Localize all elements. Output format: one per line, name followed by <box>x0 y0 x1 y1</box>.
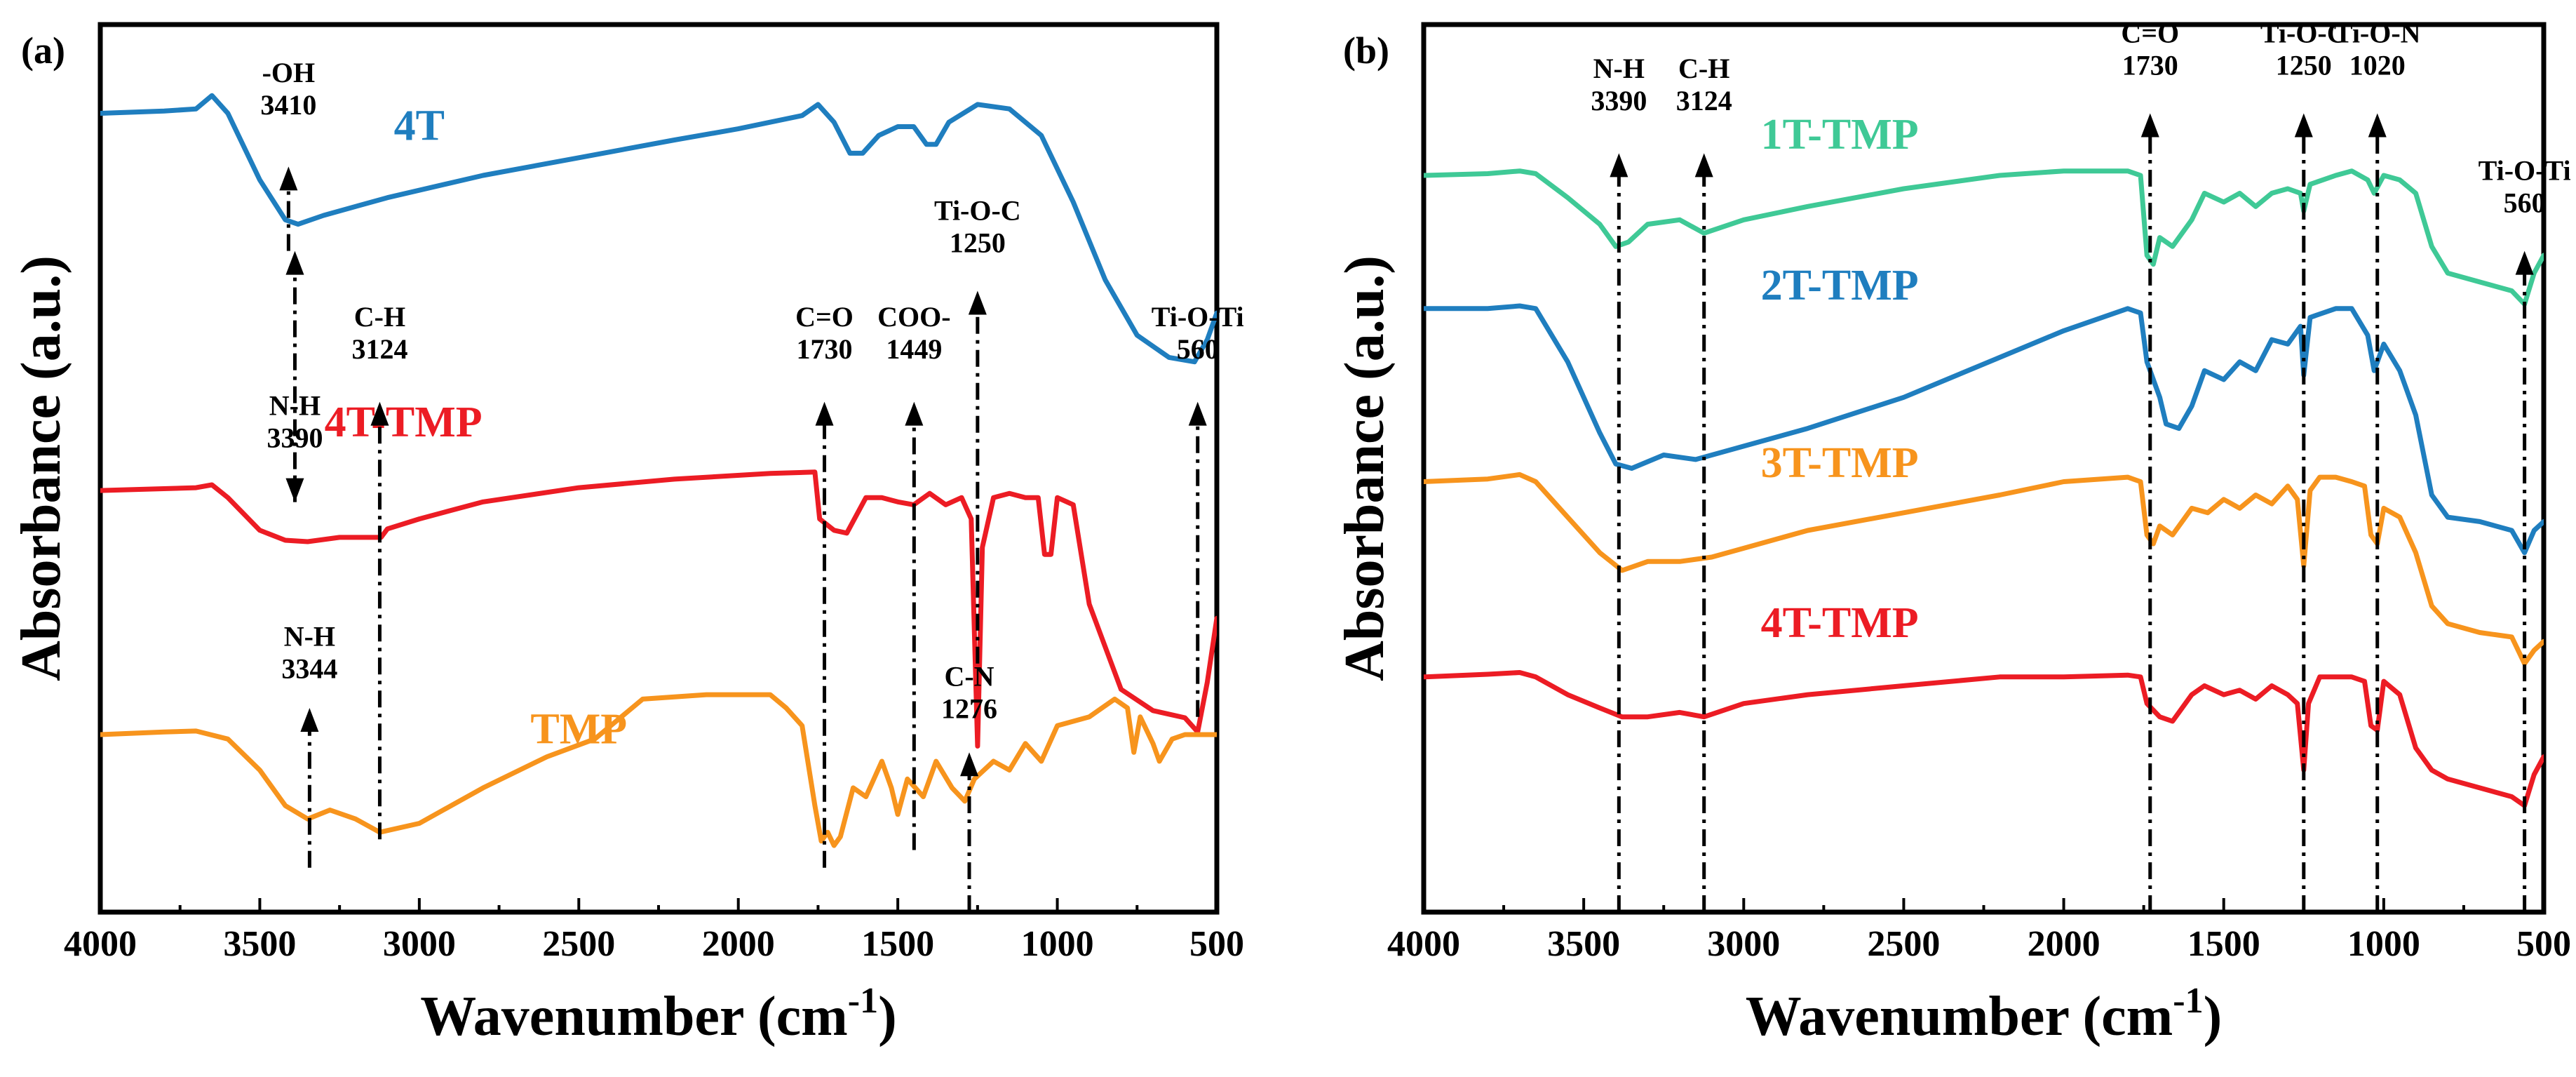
y-axis-label: Absorbance (a.u.) <box>11 255 72 681</box>
peak-group-label: C=O <box>795 301 854 333</box>
peak-group-label: C-H <box>1678 53 1729 84</box>
arrow-head <box>285 478 304 502</box>
peak-group-label: N-H <box>269 390 321 422</box>
panel-label: (b) <box>1343 29 1389 72</box>
peak-wavenumber-label: 1730 <box>797 333 853 365</box>
peak-group-label: Ti-O-N <box>2334 17 2421 48</box>
spectrum-3t-tmp <box>1424 471 2544 667</box>
peak-group-label: N-H <box>284 621 335 653</box>
arrow-head <box>300 708 319 733</box>
spectrum-4t-tmp <box>100 469 1217 749</box>
panel-a: (a) 4000 3500 3000 2500 2000 1500 1000 500 Wavenu… <box>11 22 1244 1048</box>
x-tick-label: 2500 <box>1867 924 1940 964</box>
peak-wavenumber-label: 1250 <box>950 227 1006 258</box>
x-tick-label: 500 <box>1189 924 1244 964</box>
arrow-head <box>1188 401 1207 426</box>
spectrum-tmp <box>100 692 1217 848</box>
peak-wavenumber-label: 3390 <box>267 422 323 454</box>
peak-group-label: Ti-O-Ti <box>2479 154 2571 186</box>
series-label-4t-tmp: 4T-TMP <box>1761 599 1919 647</box>
arrow-head <box>968 290 987 315</box>
arrow-head <box>279 166 298 191</box>
peak-wavenumber-label: 3124 <box>351 333 407 365</box>
peak-wavenumber-label: 3410 <box>260 89 316 121</box>
spectra <box>1424 168 2544 808</box>
peak-group-label: N-H <box>1593 53 1645 84</box>
y-axis-label: Absorbance (a.u.) <box>1334 255 1396 681</box>
peak-group-label: -OH <box>262 57 316 88</box>
spectrum-4t <box>100 93 1217 365</box>
spectra <box>100 93 1217 848</box>
series-label-tmp: TMP <box>530 706 627 754</box>
peak-group-label: Ti-O-C <box>2260 17 2347 48</box>
x-tick-label: 3500 <box>1547 924 1620 964</box>
x-tick-label: 4000 <box>1387 924 1460 964</box>
panel-b: (b) 4000 3500 3000 2500 2000 1500 1000 500 Wavenu… <box>1334 17 2571 1048</box>
spectrum-1t-tmp <box>1424 168 2544 307</box>
x-axis-label: Wavenumber (cm-1) <box>420 981 897 1048</box>
arrow-head <box>285 250 304 275</box>
x-tick-label: 1500 <box>861 924 934 964</box>
peak-wavenumber-label: 560 <box>2504 187 2546 218</box>
arrow-head <box>370 401 389 426</box>
peak-wavenumber-label: 1730 <box>2122 49 2178 81</box>
arrow-head <box>905 401 924 426</box>
x-tick-label: 4000 <box>64 924 137 964</box>
x-tick-label: 500 <box>2516 924 2571 964</box>
series-label-2t-tmp: 2T-TMP <box>1761 262 1919 309</box>
x-tick-label: 2000 <box>2028 924 2100 964</box>
peak-wavenumber-label: 3124 <box>1676 85 1732 116</box>
x-tick-label: 1000 <box>2347 924 2420 964</box>
arrow-head <box>815 401 834 426</box>
arrow-head <box>2294 113 2313 138</box>
x-tick-label: 1000 <box>1021 924 1094 964</box>
peak-wavenumber-label: 3344 <box>281 653 337 685</box>
arrow-head <box>2515 250 2534 275</box>
series-label-3t-tmp: 3T-TMP <box>1761 439 1919 487</box>
x-tick-label: 2000 <box>702 924 775 964</box>
peak-group-label: C=O <box>2121 17 2179 48</box>
panel-label: (a) <box>21 29 65 72</box>
x-tick-label: 1500 <box>2187 924 2260 964</box>
peak-group-label: COO- <box>877 301 950 333</box>
arrow-head <box>2368 113 2387 138</box>
arrow-head <box>2140 113 2159 138</box>
x-tick-label: 3000 <box>383 924 456 964</box>
peak-wavenumber-label: 560 <box>1177 333 1219 365</box>
peak-wavenumber-label: 1276 <box>941 693 997 724</box>
peak-group-label: C-H <box>354 301 405 333</box>
arrow-head <box>960 752 979 777</box>
x-tick-label: 3500 <box>223 924 296 964</box>
series-label-4t-tmp: 4T-TMP <box>325 399 483 446</box>
series-label-4t: 4T <box>394 102 445 149</box>
x-tick-label: 3000 <box>1707 924 1780 964</box>
arrow-head <box>1694 153 1713 178</box>
peak-group-label: Ti-O-C <box>934 194 1021 226</box>
peak-group-label: Ti-O-Ti <box>1152 301 1244 333</box>
peak-wavenumber-label: 1449 <box>886 333 942 365</box>
spectrum-4t-tmp <box>1424 670 2544 808</box>
peak-wavenumber-label: 1020 <box>2349 49 2406 81</box>
series-label-1t-tmp: 1T-TMP <box>1761 111 1919 159</box>
x-tick-label: 2500 <box>542 924 615 964</box>
peak-group-label: C-N <box>944 660 994 692</box>
peak-wavenumber-label: 1250 <box>2276 49 2332 81</box>
x-axis-label: Wavenumber (cm-1) <box>1746 981 2223 1048</box>
peak-wavenumber-label: 3390 <box>1591 85 1647 116</box>
spectrum-2t-tmp <box>1424 303 2544 556</box>
arrow-head <box>1610 153 1628 178</box>
